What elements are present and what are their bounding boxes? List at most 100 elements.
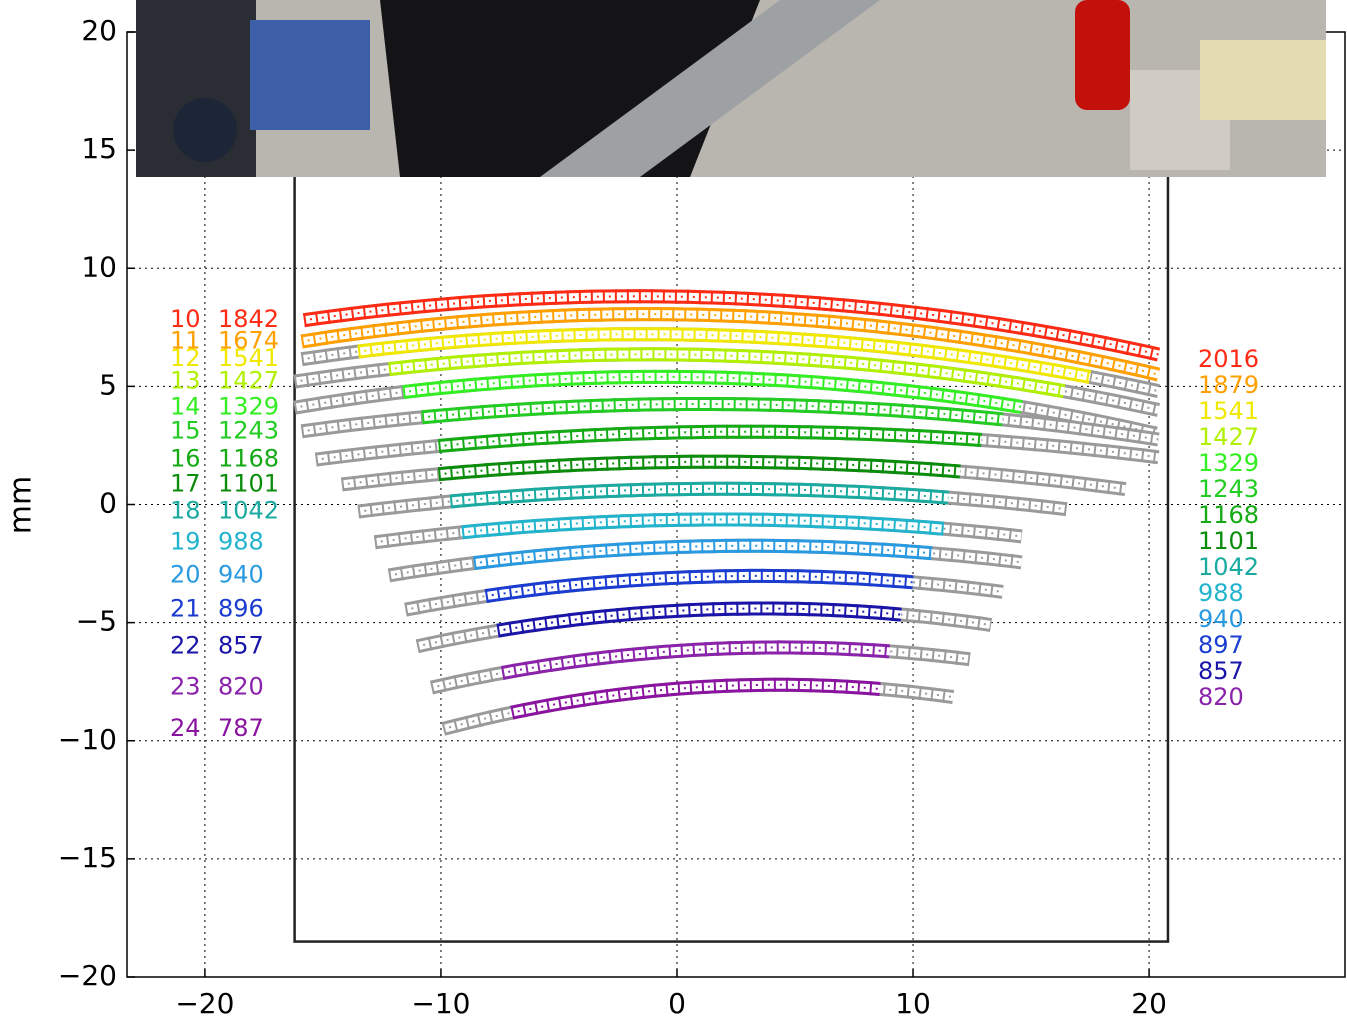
row-label: 13 xyxy=(170,367,201,395)
left-value: 820 xyxy=(218,673,264,701)
x-tick-label: 0 xyxy=(668,987,686,1020)
row-label: 20 xyxy=(170,560,201,588)
row-label: 23 xyxy=(170,673,201,701)
slit-row-selected xyxy=(437,454,961,482)
left-value: 1842 xyxy=(218,305,279,333)
row-label: 15 xyxy=(170,416,201,444)
right-value: 1168 xyxy=(1198,501,1259,529)
photo xyxy=(136,0,1326,177)
y-tick-label: −20 xyxy=(58,959,117,992)
row-label: 17 xyxy=(170,469,201,497)
photo-part xyxy=(1075,0,1130,110)
slit-center xyxy=(438,430,982,447)
row-label: 21 xyxy=(170,595,201,623)
slit-row-selected xyxy=(484,568,914,604)
y-tick-label: 15 xyxy=(81,132,117,165)
x-tick-label: 10 xyxy=(895,987,931,1020)
y-tick-label: 0 xyxy=(99,487,117,520)
right-value: 1541 xyxy=(1198,397,1259,425)
right-value: 988 xyxy=(1198,579,1244,607)
y-tick-label: −15 xyxy=(58,841,117,874)
slit-center xyxy=(403,375,1022,408)
left-value: 1042 xyxy=(218,497,279,525)
y-tick-label: 10 xyxy=(81,250,117,283)
y-tick-label: 20 xyxy=(81,14,117,47)
slit-row-selected xyxy=(501,640,890,680)
left-value: 787 xyxy=(218,714,264,742)
slit-divider xyxy=(501,640,890,680)
right-value: 1042 xyxy=(1198,553,1259,581)
slit-row-selected xyxy=(510,677,881,720)
right-value: 820 xyxy=(1198,683,1244,711)
slit-inner xyxy=(301,310,1160,379)
left-value: 1674 xyxy=(218,326,279,354)
row-label: 16 xyxy=(170,445,201,473)
x-tick-label: −20 xyxy=(175,987,234,1020)
row-label: 14 xyxy=(170,393,201,421)
right-value: 857 xyxy=(1198,657,1244,685)
slit-row-selected xyxy=(357,327,1092,384)
slit-row-selected xyxy=(421,397,1004,427)
slit-row-selected xyxy=(473,538,933,571)
right-value: 2016 xyxy=(1198,345,1259,373)
x-tick-label: −10 xyxy=(411,987,470,1020)
left-value: 1101 xyxy=(218,469,279,497)
right-value: 1243 xyxy=(1198,475,1259,503)
row-label: 18 xyxy=(170,497,201,525)
row-label: 24 xyxy=(170,714,201,742)
left-value: 1329 xyxy=(218,393,279,421)
slit-center xyxy=(341,460,1126,491)
slit-center xyxy=(358,333,1091,378)
slit-divider xyxy=(388,347,1066,399)
slit-center xyxy=(450,487,949,503)
right-value: 940 xyxy=(1198,605,1244,633)
slit-row-selected xyxy=(449,481,949,509)
slit-row-selected xyxy=(496,601,902,638)
right-value: 1329 xyxy=(1198,449,1259,477)
row-label: 12 xyxy=(170,344,201,372)
photo-part xyxy=(1200,40,1326,120)
left-value: 988 xyxy=(218,527,264,555)
slit-divider xyxy=(496,601,902,638)
slit-center xyxy=(301,403,1159,441)
slit-inner xyxy=(510,680,881,717)
slit-inner xyxy=(485,571,914,601)
slit-row-selected xyxy=(437,424,982,453)
y-axis-label: mm xyxy=(4,476,39,534)
left-value: 1541 xyxy=(218,344,279,372)
slit-row-selected xyxy=(300,307,1161,382)
row-label: 22 xyxy=(170,631,201,659)
slit-row-selected xyxy=(388,347,1066,399)
slit-row-selected xyxy=(461,512,945,540)
right-value: 1879 xyxy=(1198,371,1259,399)
slit-divider xyxy=(461,512,945,540)
row-label: 11 xyxy=(170,326,201,354)
left-value: 896 xyxy=(218,595,264,623)
right-value: 1427 xyxy=(1198,423,1259,451)
y-tick-label: −10 xyxy=(58,723,117,756)
y-tick-label: 5 xyxy=(99,368,117,401)
slit-divider xyxy=(473,538,933,571)
right-value: 897 xyxy=(1198,631,1244,659)
y-tick-label: −5 xyxy=(76,605,117,638)
x-tick-label: 20 xyxy=(1131,987,1167,1020)
photo-part xyxy=(540,0,880,177)
row-label: 19 xyxy=(170,527,201,555)
photo-part xyxy=(173,98,237,162)
slit-divider xyxy=(402,369,1023,414)
slit-center xyxy=(303,295,1159,356)
left-value: 1243 xyxy=(218,416,279,444)
slit-divider xyxy=(421,397,1004,427)
slit-inner xyxy=(438,457,961,479)
left-value: 857 xyxy=(218,631,264,659)
right-value: 1101 xyxy=(1198,527,1259,555)
left-value: 1427 xyxy=(218,367,279,395)
slit-row-selected xyxy=(402,369,1023,414)
photo-part xyxy=(250,20,370,130)
slit-center xyxy=(315,430,1159,461)
slit-row-selected xyxy=(303,289,1161,362)
left-value: 940 xyxy=(218,560,264,588)
left-value: 1168 xyxy=(218,445,279,473)
